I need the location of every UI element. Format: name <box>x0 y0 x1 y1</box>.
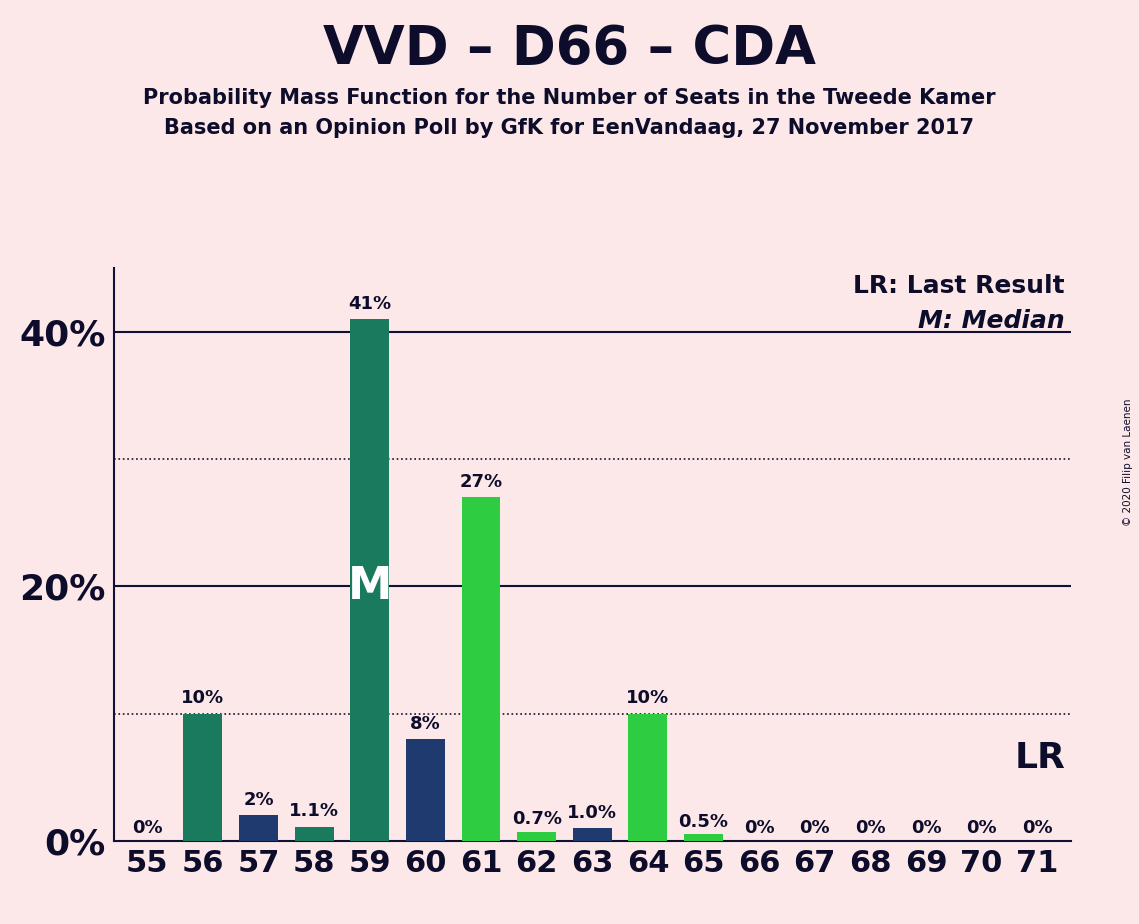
Text: VVD – D66 – CDA: VVD – D66 – CDA <box>323 23 816 75</box>
Text: 0%: 0% <box>132 819 163 837</box>
Text: LR: Last Result: LR: Last Result <box>853 274 1065 298</box>
Text: 1.1%: 1.1% <box>289 802 339 821</box>
Text: 27%: 27% <box>459 473 502 491</box>
Text: 10%: 10% <box>181 689 224 707</box>
Text: 8%: 8% <box>410 714 441 733</box>
Text: 0%: 0% <box>855 819 886 837</box>
Text: 2%: 2% <box>244 791 273 809</box>
Text: M: M <box>347 565 392 608</box>
Text: 10%: 10% <box>626 689 670 707</box>
Bar <box>183 713 222 841</box>
Text: 41%: 41% <box>349 295 392 312</box>
Bar <box>461 497 500 841</box>
Text: Based on an Opinion Poll by GfK for EenVandaag, 27 November 2017: Based on an Opinion Poll by GfK for EenV… <box>164 118 975 139</box>
Bar <box>517 832 556 841</box>
Text: 0%: 0% <box>911 819 941 837</box>
Text: 0.7%: 0.7% <box>511 810 562 828</box>
Text: 0%: 0% <box>1022 819 1052 837</box>
Text: 0%: 0% <box>800 819 830 837</box>
Text: 0.5%: 0.5% <box>679 812 729 831</box>
Text: Probability Mass Function for the Number of Seats in the Tweede Kamer: Probability Mass Function for the Number… <box>144 88 995 108</box>
Bar <box>629 713 667 841</box>
Text: 0%: 0% <box>744 819 775 837</box>
Text: 0%: 0% <box>966 819 997 837</box>
Bar <box>685 834 723 841</box>
Bar <box>573 828 612 841</box>
Text: LR: LR <box>1014 741 1065 775</box>
Text: 1.0%: 1.0% <box>567 804 617 821</box>
Bar <box>239 815 278 841</box>
Text: © 2020 Filip van Laenen: © 2020 Filip van Laenen <box>1123 398 1133 526</box>
Bar <box>351 319 390 841</box>
Text: M: Median: M: Median <box>918 310 1065 334</box>
Bar <box>405 739 445 841</box>
Bar <box>295 827 334 841</box>
